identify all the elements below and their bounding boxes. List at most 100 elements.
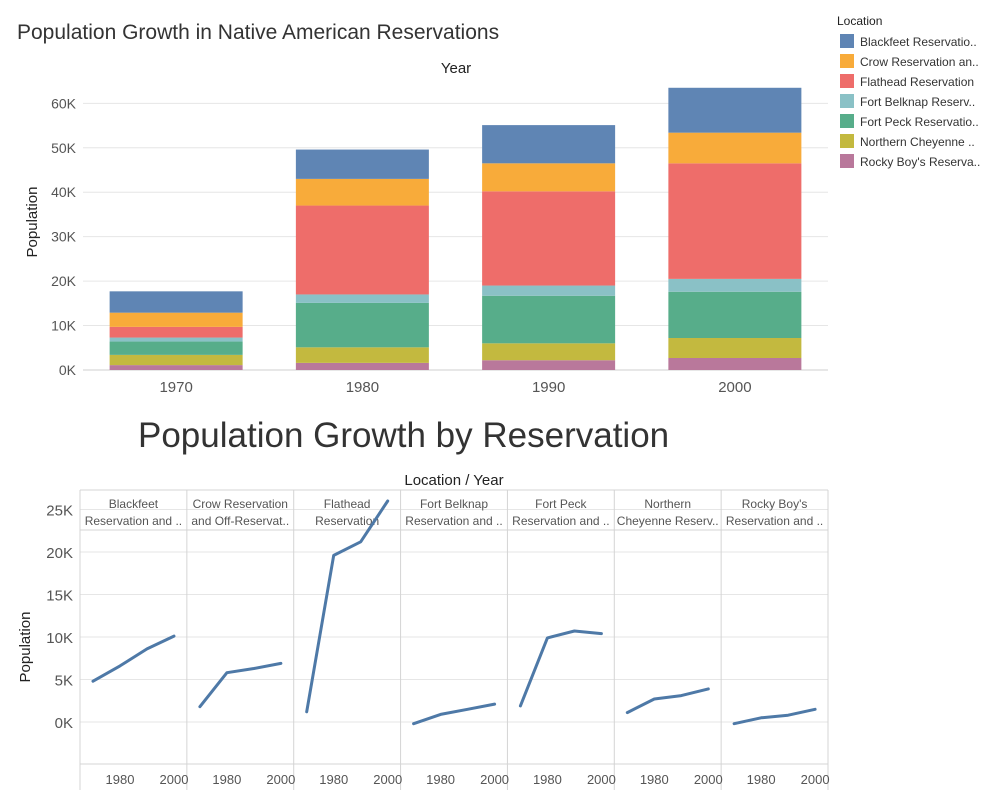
legend-entry: Flathead Reservation xyxy=(860,75,974,89)
panel-x-tick-label: 2000 xyxy=(480,772,509,787)
panel-header-label: Reservation and .. xyxy=(405,514,502,528)
line-panel: Fort Peck Reservation and .. 1980 2000 xyxy=(512,497,616,787)
panel-header-label: Blackfeet xyxy=(109,497,159,511)
series-line xyxy=(412,702,497,726)
bar-segment-crow xyxy=(482,163,616,192)
bar-y-tick-label: 20K xyxy=(51,273,77,289)
bar-x-tick-label: 2000 xyxy=(718,379,751,396)
bar-segment-rockyboy xyxy=(295,362,429,370)
panel-header-label: Fort Belknap xyxy=(420,497,488,511)
line-y-tick-label: 20K xyxy=(46,545,73,562)
bar-segment-fortpeck xyxy=(668,291,802,338)
bar-segment-northerncheyenne xyxy=(668,338,802,358)
bar-segment-northerncheyenne xyxy=(482,343,616,361)
line-y-tick-label: 25K xyxy=(46,503,73,520)
bar-segment-fortbelknap xyxy=(482,285,616,296)
legend: Location Blackfeet Reservatio.. Crow Rese… xyxy=(837,14,980,169)
legend-entry: Fort Peck Reservatio.. xyxy=(860,115,979,129)
legend-entry: Blackfeet Reservatio.. xyxy=(860,35,977,49)
bar-marks xyxy=(109,87,802,370)
bar-segment-rockyboy xyxy=(482,360,616,370)
line-panel-frame xyxy=(79,489,829,790)
bar-segment-flathead xyxy=(482,191,616,286)
bar-x-ticks: 1970 1980 1990 2000 xyxy=(159,379,751,396)
series-line xyxy=(732,707,817,726)
panel-x-tick-label: 2000 xyxy=(694,772,723,787)
panel-x-tick-label: 1980 xyxy=(319,772,348,787)
line-panel: Blackfeet Reservation and .. 1980 2000 xyxy=(85,497,189,787)
bar-y-tick-label: 60K xyxy=(51,95,77,111)
panel-x-tick-label: 2000 xyxy=(373,772,402,787)
line-y-axis-title: Population xyxy=(17,612,34,683)
legend-items: Blackfeet Reservatio.. Crow Reservation a… xyxy=(840,34,980,169)
bar-y-axis-title: Population xyxy=(24,187,41,258)
bar-segment-fortpeck xyxy=(109,341,243,355)
panel-x-tick-label: 2000 xyxy=(160,772,189,787)
bar-segment-fortbelknap xyxy=(668,278,802,292)
legend-entry: Crow Reservation an.. xyxy=(860,55,979,69)
panel-x-tick-label: 1980 xyxy=(747,772,776,787)
bar-segment-rockyboy xyxy=(668,358,802,370)
panel-header-label: Fort Peck xyxy=(535,497,587,511)
panel-header-label: Rocky Boy's xyxy=(742,497,808,511)
bar-segment-flathead xyxy=(295,205,429,295)
panel-x-tick-label: 1980 xyxy=(640,772,669,787)
bar-segment-blackfeet xyxy=(482,125,616,164)
bar-segment-northerncheyenne xyxy=(109,354,243,366)
panel-header-label: Flathead xyxy=(324,497,371,511)
bar-segment-flathead xyxy=(668,163,802,279)
bar-segment-crow xyxy=(109,312,243,327)
legend-title: Location xyxy=(837,14,882,28)
panel-x-tick-label: 1980 xyxy=(106,772,135,787)
bar-x-tick-label: 1990 xyxy=(532,379,565,396)
bar-segment-northerncheyenne xyxy=(295,347,429,363)
small-multiples-line-chart: Population Growth by Reservation Locatio… xyxy=(17,416,830,790)
line-panel: Flathead Reservation 1980 2000 xyxy=(305,497,402,787)
legend-swatch xyxy=(840,94,854,108)
panel-x-tick-label: 2000 xyxy=(266,772,295,787)
panel-header-label: Reservation xyxy=(315,514,379,528)
bar-segment-rockyboy xyxy=(109,365,243,370)
line-y-tick-label: 0K xyxy=(55,715,73,732)
line-chart-title: Population Growth by Reservation xyxy=(138,416,669,455)
line-panel: Northern Cheyenne Reserv.. 1980 2000 xyxy=(617,497,723,787)
panel-x-tick-label: 1980 xyxy=(426,772,455,787)
bar-x-axis-title: Year xyxy=(441,60,471,77)
bar-y-tick-label: 30K xyxy=(51,229,77,245)
line-panel: Crow Reservation and Off-Reservat.. 1980 20… xyxy=(191,497,295,787)
bar-y-tick-label: 0K xyxy=(59,362,77,378)
series-line xyxy=(305,499,390,714)
bar-y-tick-label: 40K xyxy=(51,184,77,200)
legend-entry: Rocky Boy's Reserva.. xyxy=(860,155,980,169)
bar-segment-fortpeck xyxy=(295,302,429,348)
bar-chart-title: Population Growth in Native American Res… xyxy=(17,21,499,44)
line-y-ticks: 0K 5K 10K 15K 20K 25K xyxy=(46,503,73,733)
panel-x-tick-label: 1980 xyxy=(533,772,562,787)
panel-header-label: Reservation and .. xyxy=(512,514,609,528)
legend-swatch xyxy=(840,134,854,148)
bar-segment-fortpeck xyxy=(482,295,616,344)
bar-segment-blackfeet xyxy=(668,87,802,133)
legend-swatch xyxy=(840,74,854,88)
panel-header-label: Reservation and .. xyxy=(85,514,182,528)
series-line xyxy=(625,687,710,715)
bar-x-tick-label: 1980 xyxy=(346,379,379,396)
panel-header-label: Cheyenne Reserv.. xyxy=(617,514,719,528)
bar-y-tick-label: 50K xyxy=(51,140,77,156)
panel-header-label: Crow Reservation xyxy=(193,497,288,511)
panel-x-tick-label: 2000 xyxy=(801,772,830,787)
panel-header-label: Northern xyxy=(644,497,691,511)
bar-segment-blackfeet xyxy=(295,149,429,179)
bar-segment-blackfeet xyxy=(109,291,243,313)
series-line xyxy=(198,661,283,709)
line-y-tick-label: 15K xyxy=(46,588,73,605)
line-header-title: Location / Year xyxy=(404,472,503,489)
panel-x-tick-label: 1980 xyxy=(212,772,241,787)
bar-segment-crow xyxy=(295,178,429,206)
legend-swatch xyxy=(840,114,854,128)
panel-x-tick-label: 2000 xyxy=(587,772,616,787)
bar-segment-fortbelknap xyxy=(109,337,243,342)
series-line xyxy=(91,634,176,683)
panel-header-label: and Off-Reservat.. xyxy=(191,514,289,528)
